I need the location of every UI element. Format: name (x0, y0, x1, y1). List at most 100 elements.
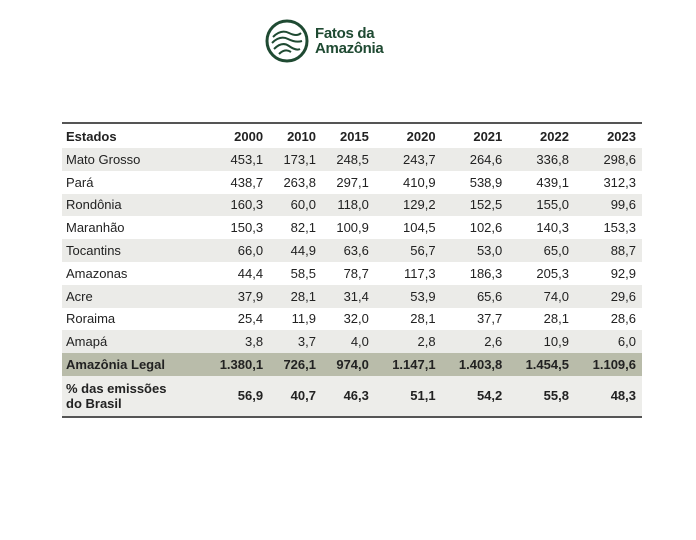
cell-value: 538,9 (469, 174, 503, 190)
cell-value: 248,5 (320, 148, 374, 171)
cell-value: 312,3 (603, 174, 636, 190)
cell-value: 453,1 (201, 148, 269, 171)
state-name: Acre (62, 284, 202, 308)
cell-value: 28,1 (543, 311, 569, 327)
cell-value: 58,5 (290, 265, 316, 281)
cell-value: 152,5 (440, 193, 508, 217)
logo: Fatos da Amazônia (265, 19, 384, 63)
percent-label-line1: % das emissões (66, 380, 167, 396)
cell-value: 74,0 (507, 284, 574, 308)
column-header: 2023 (607, 128, 636, 144)
total-value: 1.147,1 (373, 353, 441, 376)
cell-value: 53,0 (440, 239, 508, 262)
cell-value: 99,6 (573, 193, 642, 217)
cell-value: 78,7 (343, 265, 369, 281)
table-row: Pará 438,7 263,8 297,1 410,9 538,9 439,1 312,3 (62, 171, 642, 194)
cell-value: 438,7 (230, 174, 264, 190)
logo-icon (265, 19, 309, 63)
cell-value: 25,4 (237, 311, 264, 327)
logo-text-1: Fatos da (315, 25, 375, 42)
cell-value: 66,0 (201, 239, 269, 262)
cell-value: 31,4 (320, 284, 374, 308)
cell-value: 29,6 (573, 284, 642, 308)
column-header: 2022 (540, 128, 569, 144)
cell-value: 2,6 (440, 330, 508, 354)
cell-value: 88,7 (573, 239, 642, 262)
cell-value: 63,6 (320, 239, 374, 262)
cell-value: 298,6 (573, 148, 642, 171)
logo-text-2: Amazônia (315, 40, 384, 57)
cell-value: 243,7 (373, 148, 441, 171)
table-row: Rondônia 160,3 60,0 118,0 129,2 152,5 155,0 99,… (62, 193, 642, 217)
state-name: Rondônia (62, 193, 202, 217)
cell-value: 153,3 (603, 220, 636, 236)
cell-value: 44,9 (268, 239, 321, 262)
table-row: Roraima 25,4 11,9 32,0 28,1 37,7 28,1 28,6 (62, 308, 642, 331)
cell-value: 56,7 (373, 239, 441, 262)
cell-value: 173,1 (268, 148, 321, 171)
cell-value: 186,3 (469, 265, 503, 281)
cell-value: 140,3 (536, 220, 569, 236)
column-header: 2015 (339, 128, 369, 144)
percent-label: % das emissões do Brasil (62, 375, 202, 417)
cell-value: 4,0 (320, 330, 374, 354)
header-row: Estados 2000 2010 2015 2020 2021 2022 2023 (62, 123, 642, 148)
cell-value: 3,7 (268, 330, 321, 354)
cell-value: 3,8 (201, 330, 269, 354)
column-header: 2000 (234, 128, 264, 144)
cell-value: 28,1 (410, 311, 436, 327)
table-row: Acre 37,9 28,1 31,4 53,9 65,6 74,0 29,6 (62, 284, 642, 308)
cell-value: 439,1 (536, 174, 569, 190)
cell-value: 37,9 (201, 284, 269, 308)
state-name: Roraima (66, 311, 116, 327)
cell-value: 37,7 (476, 311, 503, 327)
cell-value: 264,6 (440, 148, 508, 171)
total-value: 974,0 (320, 353, 374, 376)
percent-value: 46,3 (320, 375, 374, 417)
cell-value: 160,3 (201, 193, 269, 217)
cell-value: 92,9 (610, 265, 636, 281)
cell-value: 297,1 (336, 174, 369, 190)
cell-value: 155,0 (507, 193, 574, 217)
cell-value: 65,6 (440, 284, 508, 308)
emissions-table: Estados 2000 2010 2015 2020 2021 2022 2023 Mato… (62, 122, 642, 418)
cell-value: 44,4 (237, 265, 264, 281)
cell-value: 6,0 (573, 330, 642, 354)
cell-value: 410,9 (403, 174, 436, 190)
column-header: 2021 (473, 128, 503, 144)
cell-value: 28,1 (268, 284, 321, 308)
cell-value: 100,9 (336, 220, 369, 236)
state-name: Amapá (62, 330, 202, 354)
total-value: 1.109,6 (573, 353, 642, 376)
state-name: Maranhão (66, 220, 125, 236)
cell-value: 205,3 (536, 265, 569, 281)
cell-value: 118,0 (320, 193, 374, 217)
total-value: 1.454,5 (507, 353, 574, 376)
column-header: 2020 (406, 128, 436, 144)
table-row: Maranhão 150,3 82,1 100,9 104,5 102,6 140,3 153… (62, 216, 642, 239)
cell-value: 263,8 (283, 174, 316, 190)
table-row: Tocantins 66,0 44,9 63,6 56,7 53,0 65,0 88,7 (62, 239, 642, 262)
cell-value: 104,5 (403, 220, 436, 236)
state-name: Amazonas (66, 265, 128, 281)
total-label: Amazônia Legal (62, 353, 202, 376)
percent-value: 51,1 (373, 375, 441, 417)
percent-value: 55,8 (507, 375, 574, 417)
percent-value: 40,7 (268, 375, 321, 417)
cell-value: 2,8 (373, 330, 441, 354)
percent-value: 48,3 (573, 375, 642, 417)
total-value: 1.380,1 (201, 353, 269, 376)
cell-value: 60,0 (268, 193, 321, 217)
cell-value: 53,9 (373, 284, 441, 308)
cell-value: 129,2 (373, 193, 441, 217)
column-header: 2010 (287, 128, 316, 144)
percent-row: % das emissões do Brasil 56,9 40,7 46,3 51,1 5… (62, 375, 642, 417)
state-name: Tocantins (62, 239, 202, 262)
state-name: Mato Grosso (62, 148, 202, 171)
cell-value: 11,9 (291, 311, 316, 327)
total-row: Amazônia Legal 1.380,1 726,1 974,0 1.147,1 1.… (62, 353, 642, 376)
total-value: 726,1 (268, 353, 321, 376)
percent-label-line2: do Brasil (66, 395, 122, 411)
total-value: 1.403,8 (440, 353, 508, 376)
table-row: Amapá 3,8 3,7 4,0 2,8 2,6 10,9 6,0 (62, 330, 642, 354)
